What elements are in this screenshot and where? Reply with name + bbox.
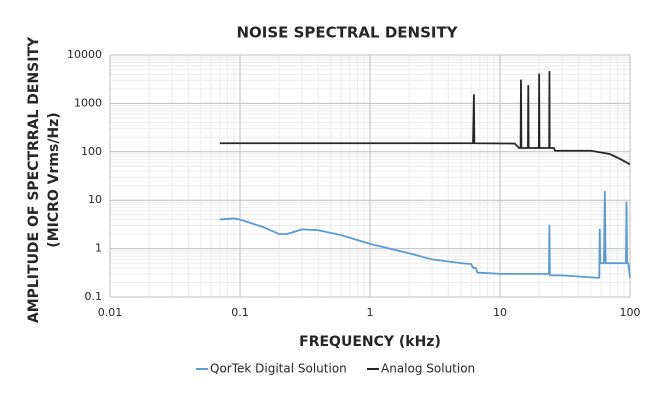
- x-tick-label: 0.01: [98, 306, 123, 319]
- chart-title: NOISE SPECTRAL DENSITY: [236, 24, 458, 42]
- y-axis-title: (MICRO Vrms/Hz): [46, 112, 62, 247]
- y-tick-label: 10000: [67, 48, 102, 61]
- x-tick-label: 100: [620, 306, 641, 319]
- y-tick-label: 1000: [74, 96, 102, 109]
- y-tick-label: 0.1: [85, 290, 103, 303]
- series-line: [219, 190, 631, 279]
- legend-label: Analog Solution: [381, 362, 475, 376]
- x-axis-title: FREQUENCY (kHz): [299, 334, 441, 350]
- x-tick-label: 1: [367, 306, 374, 319]
- y-tick-label: 1: [95, 242, 102, 255]
- y-axis-title: AMPLITUDE OF SPECTRRAL DENSITY: [26, 36, 42, 323]
- x-tick-label: 10: [493, 306, 507, 319]
- x-tick-label: 0.1: [231, 306, 249, 319]
- series-line: [219, 70, 631, 166]
- plot-frame: [109, 54, 631, 298]
- y-tick-label: 100: [81, 145, 102, 158]
- legend-label: QorTek Digital Solution: [210, 362, 347, 376]
- y-tick-label: 10: [88, 193, 102, 206]
